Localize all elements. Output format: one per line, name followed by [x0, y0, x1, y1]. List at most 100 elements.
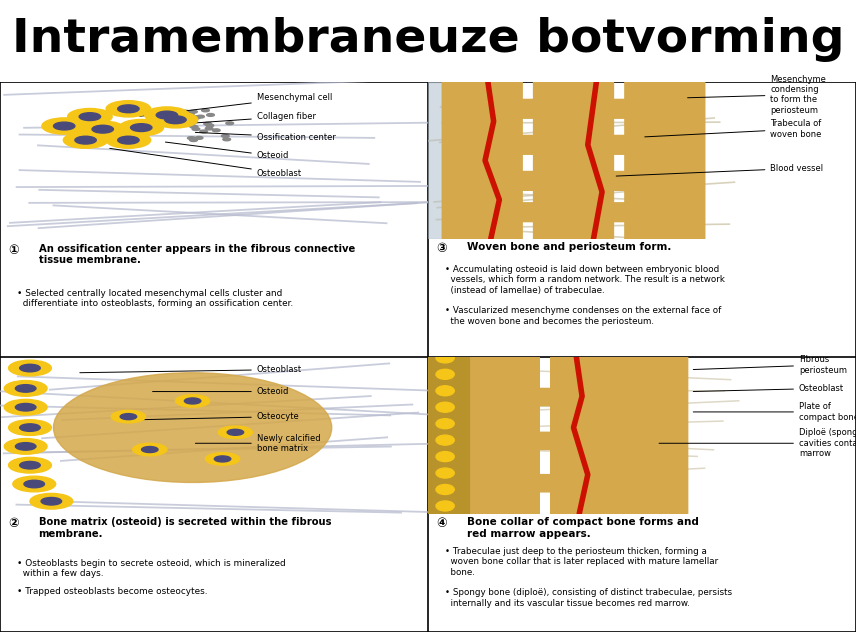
Circle shape	[436, 452, 455, 461]
Text: • Selected centrally located mesenchymal cells cluster and
  differentiate into : • Selected centrally located mesenchymal…	[17, 289, 294, 308]
FancyBboxPatch shape	[608, 432, 631, 449]
Circle shape	[193, 116, 200, 119]
Circle shape	[218, 426, 253, 439]
FancyBboxPatch shape	[608, 389, 631, 406]
Circle shape	[9, 458, 51, 473]
Text: Mesenchyme
condensing
to form the
periosteum: Mesenchyme condensing to form the perios…	[687, 75, 826, 115]
FancyBboxPatch shape	[443, 78, 522, 243]
Circle shape	[436, 353, 455, 363]
Circle shape	[206, 114, 214, 116]
Circle shape	[178, 121, 186, 125]
Circle shape	[177, 125, 185, 128]
Circle shape	[153, 112, 198, 128]
Text: An ossification center appears in the fibrous connective
tissue membrane.: An ossification center appears in the fi…	[39, 243, 354, 265]
Circle shape	[9, 420, 51, 435]
Circle shape	[119, 119, 163, 136]
FancyBboxPatch shape	[413, 357, 471, 514]
Text: Collagen fiber: Collagen fiber	[152, 112, 316, 126]
Circle shape	[205, 453, 240, 465]
FancyBboxPatch shape	[413, 82, 456, 239]
Circle shape	[42, 118, 86, 134]
FancyBboxPatch shape	[471, 353, 539, 518]
Circle shape	[222, 135, 229, 137]
Circle shape	[145, 107, 189, 123]
Circle shape	[92, 125, 113, 133]
Circle shape	[63, 132, 108, 149]
Text: ①: ①	[9, 243, 19, 257]
Text: Trabecula of
woven bone: Trabecula of woven bone	[645, 119, 822, 139]
Circle shape	[133, 443, 167, 456]
Text: Osteoblast: Osteoblast	[110, 149, 302, 178]
Text: Intramembraneuze botvorming: Intramembraneuze botvorming	[12, 17, 844, 62]
FancyBboxPatch shape	[528, 432, 562, 449]
Circle shape	[187, 124, 194, 126]
FancyBboxPatch shape	[619, 353, 687, 518]
Text: Ossification center: Ossification center	[195, 133, 336, 142]
Text: ②: ②	[9, 518, 19, 530]
Circle shape	[181, 123, 188, 126]
Circle shape	[9, 360, 51, 376]
FancyBboxPatch shape	[602, 135, 636, 154]
Circle shape	[4, 439, 47, 454]
Circle shape	[189, 111, 197, 113]
Circle shape	[20, 461, 40, 469]
Circle shape	[106, 132, 151, 149]
Circle shape	[195, 137, 203, 139]
Circle shape	[24, 480, 45, 488]
Circle shape	[436, 501, 455, 511]
FancyBboxPatch shape	[602, 171, 636, 190]
Circle shape	[15, 442, 36, 450]
Circle shape	[190, 138, 198, 142]
Text: Osteoid: Osteoid	[165, 142, 289, 161]
Circle shape	[168, 114, 175, 117]
Circle shape	[118, 105, 139, 112]
Circle shape	[175, 395, 210, 407]
FancyBboxPatch shape	[602, 203, 636, 222]
Circle shape	[13, 476, 56, 492]
Circle shape	[199, 130, 207, 133]
Circle shape	[436, 468, 455, 478]
FancyBboxPatch shape	[533, 78, 614, 243]
Circle shape	[227, 429, 244, 435]
FancyBboxPatch shape	[625, 78, 704, 243]
Circle shape	[120, 413, 137, 420]
Text: Plate of
compact bone: Plate of compact bone	[693, 402, 856, 422]
Text: ④: ④	[437, 518, 447, 530]
Circle shape	[141, 447, 158, 453]
Text: • Trapped osteoblasts become osteocytes.: • Trapped osteoblasts become osteocytes.	[17, 587, 208, 596]
Circle shape	[226, 122, 234, 125]
FancyBboxPatch shape	[550, 353, 619, 518]
FancyBboxPatch shape	[511, 135, 545, 154]
Circle shape	[68, 109, 112, 125]
Text: Osteoid: Osteoid	[152, 387, 289, 396]
Circle shape	[15, 385, 36, 392]
Circle shape	[41, 497, 62, 505]
Circle shape	[106, 100, 151, 117]
Circle shape	[436, 435, 455, 445]
Circle shape	[205, 127, 213, 130]
Circle shape	[75, 137, 96, 144]
Circle shape	[187, 112, 194, 115]
Circle shape	[157, 111, 177, 119]
Circle shape	[202, 109, 210, 112]
Circle shape	[131, 124, 152, 131]
Text: Osteoblast: Osteoblast	[693, 384, 844, 393]
FancyBboxPatch shape	[528, 389, 562, 406]
Text: • Spongy bone (diploë), consisting of distinct trabeculae, persists
  internally: • Spongy bone (diploë), consisting of di…	[445, 588, 732, 607]
Circle shape	[184, 398, 201, 404]
Circle shape	[191, 116, 199, 119]
Circle shape	[111, 410, 146, 423]
Circle shape	[223, 138, 230, 141]
Circle shape	[80, 112, 100, 121]
Text: Bone collar of compact bone forms and
red marrow appears.: Bone collar of compact bone forms and re…	[467, 518, 698, 539]
Circle shape	[80, 121, 125, 137]
Text: Fibrous
periosteum: Fibrous periosteum	[693, 355, 847, 375]
FancyBboxPatch shape	[608, 475, 631, 492]
Circle shape	[187, 137, 195, 140]
Text: • Vascularized mesenchyme condenses on the external face of
  the woven bone and: • Vascularized mesenchyme condenses on t…	[445, 307, 722, 325]
Text: • Osteoblasts begin to secrete osteoid, which is mineralized
  within a few days: • Osteoblasts begin to secrete osteoid, …	[17, 559, 286, 578]
Circle shape	[20, 364, 40, 372]
Text: Diploë (spongy bone)
cavities contain red
marrow: Diploë (spongy bone) cavities contain re…	[659, 428, 856, 458]
Text: Blood vessel: Blood vessel	[616, 164, 823, 176]
FancyBboxPatch shape	[511, 171, 545, 190]
